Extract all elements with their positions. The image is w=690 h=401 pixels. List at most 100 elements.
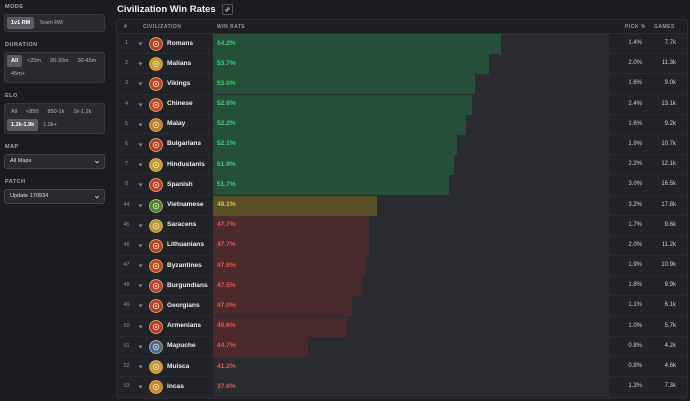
pick-rate-value: 0.8% [628, 363, 642, 369]
pick-rate-value: 1.7% [628, 221, 642, 228]
civ-name[interactable]: Vikings [167, 79, 191, 87]
col-rank[interactable]: # [124, 24, 128, 30]
expand-icon[interactable] [138, 103, 143, 107]
civ-name[interactable]: Romans [167, 39, 194, 47]
elo-option[interactable]: 1.2k-1.9k [7, 119, 39, 131]
table-row[interactable]: 52 Muisca 41.2% 0.8% 4.6k [117, 357, 687, 378]
win-rate-bar [213, 54, 489, 75]
table-row[interactable]: 47 Byzantines 47.6% 1.9% 10.9k [117, 256, 687, 277]
duration-option[interactable]: 45m+ [11, 71, 25, 77]
col-pick-rate[interactable]: PICK % [625, 24, 646, 30]
civ-name[interactable]: Chinese [167, 100, 193, 108]
table-row[interactable]: 46 Lithuanians 47.7% 2.0% 11.2k [117, 235, 687, 257]
civ-name[interactable]: Malians [167, 59, 192, 67]
table-row[interactable]: 49 Georgians 47.0% 1.1% 6.1k [117, 296, 687, 317]
civ-name[interactable]: Malay [167, 120, 186, 128]
win-rate-value: 53.7% [217, 59, 236, 67]
civ-name[interactable]: Armenians [167, 322, 202, 330]
expand-icon[interactable] [138, 284, 143, 288]
col-games[interactable]: GAMES [654, 24, 675, 30]
win-rate-bar [213, 175, 450, 196]
expand-icon[interactable] [138, 123, 143, 127]
table-row[interactable]: 50 Armenians 46.6% 1.0% 5.7k [117, 316, 687, 337]
expand-icon[interactable] [138, 42, 143, 46]
patch-select[interactable]: Update 170934 [4, 189, 105, 204]
expand-icon[interactable] [138, 385, 143, 389]
civ-name[interactable]: Burgundians [167, 281, 208, 289]
table-row[interactable]: 44 Vietnamese 48.1% 3.2% 17.8k [117, 195, 687, 216]
expand-icon[interactable] [138, 204, 143, 208]
elo-option[interactable]: 1k-1.2k [73, 109, 92, 115]
elo-option[interactable]: All [11, 109, 18, 115]
table-row[interactable]: 7 Hindustanis 51.9% 2.2% 12.1k [117, 155, 687, 176]
mode-option[interactable]: Team RM [39, 20, 63, 26]
table-header: # CIVILIZATION WIN RATE PICK % GAMES [117, 20, 687, 34]
expand-icon[interactable] [138, 163, 143, 167]
win-rate-track [213, 377, 609, 398]
expand-icon[interactable] [138, 224, 143, 228]
win-rate-value: 52.6% [217, 100, 236, 108]
main-content: Civilization Win Rates # CIVILIZATION WI… [116, 0, 690, 401]
expand-icon[interactable] [138, 304, 143, 308]
civ-name[interactable]: Spanish [167, 180, 193, 188]
duration-option[interactable]: 30-45m [77, 58, 97, 64]
elo-option[interactable]: 1.9k+ [43, 122, 57, 128]
expand-icon[interactable] [138, 143, 143, 147]
expand-icon[interactable] [138, 325, 143, 329]
copy-link-button[interactable] [221, 3, 233, 15]
row-rank: 8 [124, 181, 129, 188]
row-rank: 50 [123, 322, 130, 329]
civ-name[interactable]: Incas [167, 382, 184, 390]
table-row[interactable]: 53 Incas 37.6% 1.3% 7.3k [117, 377, 687, 398]
win-rate-bar [213, 114, 467, 135]
pick-rate-value: 2.0% [628, 60, 642, 67]
expand-icon[interactable] [138, 183, 143, 187]
civ-name[interactable]: Byzantines [167, 261, 202, 269]
table-row[interactable]: 1 Romans 54.2% 1.4% 7.7k [117, 34, 687, 55]
table-row[interactable]: 45 Saracens 47.7% 1.7% 9.6k [117, 215, 687, 236]
map-select-value: All Maps [10, 158, 32, 164]
win-rate-value: 54.2% [217, 39, 236, 47]
pick-rate-value: 2.2% [628, 161, 642, 168]
map-select[interactable]: All Maps [4, 154, 105, 169]
win-rate-value: 47.5% [217, 281, 236, 289]
duration-option[interactable]: <20m [27, 58, 41, 64]
table-row[interactable]: 5 Malay 52.2% 1.6% 9.2k [117, 114, 687, 135]
mode-option[interactable]: 1v1 RM [7, 17, 35, 29]
duration-option[interactable]: All [7, 55, 23, 67]
table-row[interactable]: 51 Mapuche 44.7% 0.8% 4.2k [117, 336, 687, 357]
games-value: 7.7k [664, 40, 676, 46]
win-rate-value: 51.7% [217, 180, 236, 188]
table-row[interactable]: 48 Burgundians 47.5% 1.8% 9.9k [117, 276, 687, 297]
civ-name[interactable]: Lithuanians [167, 241, 204, 249]
col-civilization[interactable]: CIVILIZATION [143, 24, 182, 30]
duration-selector: All <20m 20-30m 30-45m 45m+ [4, 52, 105, 83]
table-row[interactable]: 3 Vikings 53.0% 1.6% 9.0k [117, 74, 687, 95]
civ-name[interactable]: Hindustanis [167, 160, 205, 168]
table-row[interactable]: 6 Bulgarians 52.1% 1.9% 10.7k [117, 134, 687, 156]
pick-rate-value: 1.6% [628, 120, 642, 127]
table-row[interactable]: 8 Spanish 51.7% 3.0% 16.5k [117, 175, 687, 196]
win-rate-value: 47.7% [217, 221, 236, 229]
elo-option[interactable]: 850-1k [47, 109, 65, 115]
expand-icon[interactable] [138, 244, 143, 248]
row-rank: 45 [123, 221, 130, 228]
civ-name[interactable]: Mapuche [167, 342, 196, 350]
expand-icon[interactable] [138, 82, 143, 86]
civ-emblem-icon [149, 218, 163, 233]
civ-name[interactable]: Georgians [167, 301, 200, 309]
table-row[interactable]: 2 Malians 53.7% 2.0% 11.3k [117, 54, 687, 75]
elo-option[interactable]: <850 [26, 109, 39, 115]
civ-name[interactable]: Bulgarians [167, 140, 202, 148]
games-value: 13.1k [661, 100, 676, 107]
expand-icon[interactable] [138, 62, 143, 66]
table-row[interactable]: 4 Chinese 52.6% 2.4% 13.1k [117, 94, 687, 115]
civ-name[interactable]: Vietnamese [167, 201, 204, 208]
expand-icon[interactable] [138, 365, 143, 369]
civ-name[interactable]: Muisca [167, 362, 190, 370]
expand-icon[interactable] [138, 345, 143, 349]
expand-icon[interactable] [138, 264, 143, 268]
civ-name[interactable]: Saracens [167, 221, 197, 229]
duration-option[interactable]: 20-30m [49, 58, 69, 64]
col-win-rate[interactable]: WIN RATE [217, 24, 246, 30]
